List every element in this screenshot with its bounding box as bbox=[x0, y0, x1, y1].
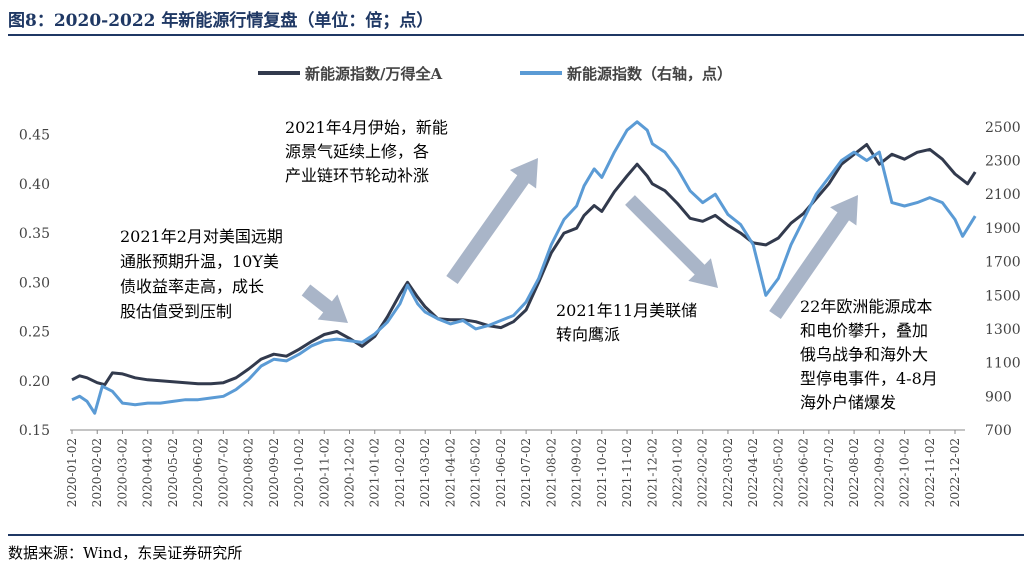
x-tick-label: 2021-08-02 bbox=[544, 438, 558, 507]
x-tick-label: 2020-11-02 bbox=[317, 438, 331, 507]
legend-label-2: 新能源指数（右轴，点） bbox=[567, 65, 732, 83]
top-rule bbox=[8, 34, 1024, 36]
x-tick-label: 2022-02-02 bbox=[696, 438, 710, 507]
x-tick-label: 2021-10-02 bbox=[595, 438, 609, 507]
source-note: 数据来源：Wind，东吴证券研究所 bbox=[8, 544, 243, 562]
x-tick-label: 2020-02-02 bbox=[90, 438, 104, 507]
y-right-tick-label: 1500 bbox=[985, 288, 1021, 304]
annotation-apr-2021-line-1: 2021年4月伊始，新能 bbox=[285, 118, 448, 137]
series-line-1 bbox=[71, 143, 977, 387]
annotation-feb-2021-line-3: 债收益率走高，成长 bbox=[120, 277, 264, 296]
x-tick-label: 2021-09-02 bbox=[570, 438, 584, 507]
y-right-tick-label: 700 bbox=[985, 423, 1012, 439]
x-tick-label: 2020-10-02 bbox=[292, 438, 306, 507]
x-tick-label: 2020-09-02 bbox=[267, 438, 281, 507]
y-left-tick-label: 0.30 bbox=[19, 275, 50, 291]
annotation-2022-line-2: 和电价攀升，叠加 bbox=[800, 321, 928, 340]
x-tick-label: 2020-06-02 bbox=[191, 438, 205, 507]
y-right-tick-label: 2500 bbox=[985, 120, 1021, 136]
series-line-2 bbox=[71, 120, 977, 415]
x-tick-label: 2022-06-02 bbox=[797, 438, 811, 507]
y-left-tick-label: 0.15 bbox=[19, 423, 50, 439]
x-tick-label: 2022-11-02 bbox=[923, 438, 937, 507]
x-tick-label: 2021-11-02 bbox=[620, 438, 634, 507]
x-tick-label: 2020-08-02 bbox=[242, 438, 256, 507]
legend: 新能源指数/万得全A 新能源指数（右轴，点） bbox=[258, 65, 732, 83]
y-left-tick-label: 0.45 bbox=[19, 128, 50, 144]
y-left-tick-label: 0.35 bbox=[19, 226, 50, 242]
x-tick-label: 2021-04-02 bbox=[443, 438, 457, 507]
x-tick-label: 2020-04-02 bbox=[141, 438, 155, 507]
annotation-feb-2021-line-1: 2021年2月对美国远期 bbox=[120, 227, 283, 246]
x-tick-label: 2022-12-02 bbox=[948, 438, 962, 507]
arrow-nov-2021 bbox=[625, 195, 718, 288]
legend-label-1: 新能源指数/万得全A bbox=[305, 65, 442, 83]
bottom-rule bbox=[8, 534, 1024, 536]
annotation-arrows bbox=[301, 158, 858, 323]
x-tick-label: 2021-06-02 bbox=[494, 438, 508, 507]
series-lines bbox=[71, 120, 977, 415]
x-tick-label: 2021-03-02 bbox=[418, 438, 432, 507]
x-tick-label: 2022-01-02 bbox=[670, 438, 684, 507]
x-tick-label: 2021-02-02 bbox=[393, 438, 407, 507]
arrow-feb-2021 bbox=[301, 284, 348, 323]
y-right-tick-label: 1100 bbox=[985, 356, 1021, 372]
figure-title: 图8：2020-2022 年新能源行情复盘（单位：倍；点） bbox=[8, 11, 434, 31]
y-right-tick-label: 1700 bbox=[985, 255, 1021, 271]
arrow-2022 bbox=[769, 195, 858, 319]
y-left-tick-label: 0.20 bbox=[19, 374, 50, 390]
x-tick-label: 2021-05-02 bbox=[469, 438, 483, 507]
x-tick-label: 2021-07-02 bbox=[519, 438, 533, 507]
annotation-nov-2021-line-2: 转向鹰派 bbox=[556, 325, 620, 344]
annotation-2022-line-3: 俄乌战争和海外大 bbox=[800, 345, 928, 364]
x-tick-label: 2022-07-02 bbox=[822, 438, 836, 507]
x-tick-label: 2020-07-02 bbox=[216, 438, 230, 507]
arrow-rally-2021 bbox=[446, 158, 538, 284]
annotation-2022-line-5: 海外户储爆发 bbox=[800, 393, 896, 412]
y-left-tick-label: 0.25 bbox=[19, 325, 50, 341]
x-tick-label: 2020-03-02 bbox=[115, 438, 129, 507]
y-right-tick-label: 1900 bbox=[985, 221, 1021, 237]
annotation-2022-line-4: 型停电事件，4-8月 bbox=[800, 369, 938, 388]
annotation-2022-line-1: 22年欧洲能源成本 bbox=[800, 297, 932, 316]
y-right-tick-label: 2300 bbox=[985, 154, 1021, 170]
x-tick-label: 2021-01-02 bbox=[368, 438, 382, 507]
annotation-apr-2021-line-3: 产业链环节轮动补涨 bbox=[285, 166, 429, 185]
annotation-nov-2021-line-1: 2021年11月美联储 bbox=[556, 301, 697, 320]
annotation-feb-2021-line-2: 通胀预期升温，10Y美 bbox=[120, 252, 279, 271]
x-tick-label: 2022-09-02 bbox=[872, 438, 886, 507]
x-tick-label: 2020-12-02 bbox=[343, 438, 357, 507]
annotation-feb-2021-line-4: 股估值受到压制 bbox=[120, 302, 232, 321]
x-tick-label: 2021-12-02 bbox=[645, 438, 659, 507]
axes: 0.15 0.20 0.25 0.30 0.35 0.40 0.45 700 900 1100 13… bbox=[19, 120, 1021, 507]
x-tick-label: 2022-08-02 bbox=[847, 438, 861, 507]
x-tick-label: 2020-05-02 bbox=[166, 438, 180, 507]
x-tick-label: 2022-10-02 bbox=[898, 438, 912, 507]
y-right-tick-label: 2100 bbox=[985, 187, 1021, 203]
annotation-apr-2021-line-2: 源景气延续上修，各 bbox=[285, 142, 429, 161]
x-tick-label: 2022-05-02 bbox=[771, 438, 785, 507]
x-tick-label: 2022-03-02 bbox=[721, 438, 735, 507]
x-tick-label: 2020-01-02 bbox=[65, 438, 79, 507]
y-left-tick-label: 0.40 bbox=[19, 177, 50, 193]
x-tick-label: 2022-04-02 bbox=[746, 438, 760, 507]
y-right-tick-label: 900 bbox=[985, 389, 1012, 405]
y-right-tick-label: 1300 bbox=[985, 322, 1021, 338]
